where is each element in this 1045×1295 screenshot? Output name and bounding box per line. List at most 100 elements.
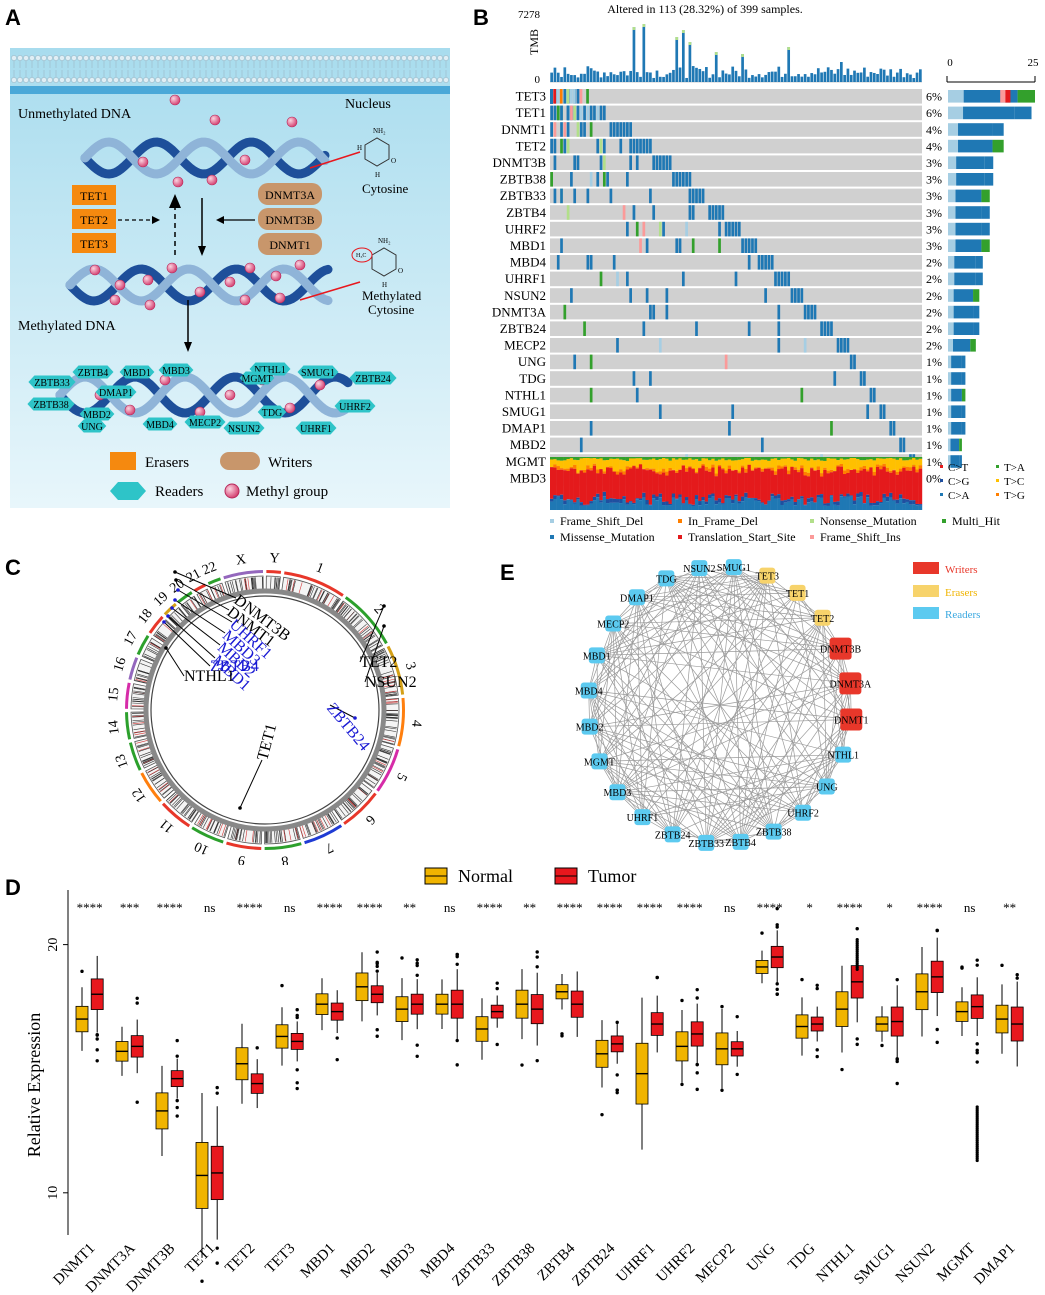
mutation-cell (774, 271, 777, 287)
snv-segment (885, 467, 890, 472)
membrane-lipid (281, 55, 287, 61)
snv-segment (833, 471, 837, 502)
snv-segment (731, 470, 735, 471)
snv-segment (615, 458, 620, 472)
snv-segment (701, 465, 705, 497)
snv-segment (889, 457, 893, 459)
y-tick-label: 10 (46, 1186, 61, 1200)
ideogram-band (385, 701, 398, 703)
significance-label: **** (677, 900, 703, 915)
snv-segment (681, 464, 686, 466)
snv-segment (582, 504, 587, 506)
reader-label: MECP2 (189, 418, 221, 429)
percent-label: 4% (926, 139, 942, 153)
snv-segment (681, 504, 686, 510)
tmb-bar (886, 75, 889, 82)
network-node (759, 567, 776, 584)
ideogram-band (327, 813, 335, 824)
snv-segment (813, 502, 817, 510)
snv-segment (813, 470, 817, 503)
ideogram-band (184, 603, 193, 614)
snv-segment (763, 457, 768, 460)
snv-segment (898, 494, 903, 499)
side-bar-segment (953, 289, 974, 302)
snv-segment (579, 505, 584, 510)
snv-segment (563, 460, 567, 469)
network-edge (665, 578, 741, 842)
ideogram-band (335, 601, 344, 613)
ideogram-band (381, 676, 394, 680)
gene-locus (353, 716, 357, 720)
box-series (75, 906, 1024, 1283)
snv-segment (879, 469, 883, 503)
reader-label: MBD4 (146, 420, 174, 431)
snv-segment (773, 457, 778, 459)
mutation-cell (685, 172, 688, 187)
snv-segment (556, 495, 561, 497)
ideogram-band (151, 772, 162, 780)
tmb-bar (902, 77, 906, 82)
snv-segment (829, 496, 834, 510)
membrane-lipid (23, 77, 29, 83)
ideogram-band (294, 827, 299, 839)
membrane-lipid (23, 55, 29, 61)
membrane-lipid (245, 77, 251, 83)
ideogram-band (273, 577, 276, 590)
snv-segment (704, 457, 709, 459)
snv-segment (862, 468, 867, 504)
snv-segment (767, 468, 771, 501)
snv-segment (550, 501, 554, 510)
membrane-lipid (71, 77, 77, 83)
snv-segment (704, 458, 709, 467)
tmb-bar (859, 72, 863, 82)
membrane-lipid (59, 55, 65, 61)
x-tick-label: DMAP1 (971, 1241, 1018, 1288)
snv-segment (816, 469, 821, 495)
snv-segment (760, 459, 765, 469)
mutation-cell (777, 271, 781, 287)
ideogram-band (349, 615, 359, 625)
tmb-bar (892, 76, 896, 82)
snv-segment (615, 471, 620, 475)
grid-row (550, 155, 922, 170)
network-edge (636, 592, 798, 598)
tmb-bar (909, 74, 912, 82)
tmb-bar-top (714, 52, 718, 55)
ideogram-band (235, 580, 239, 593)
snv-segment (678, 469, 682, 470)
tmb-bar (573, 75, 577, 82)
snv-segment (803, 475, 807, 505)
membrane-lipid (119, 55, 125, 61)
membrane-lipid (161, 77, 167, 83)
gene-link (171, 607, 221, 646)
mutation-cell (566, 122, 570, 137)
side-bar-segment (951, 355, 962, 369)
network-edge (740, 592, 798, 842)
ideogram-band (251, 577, 254, 590)
grid-row (550, 338, 922, 353)
ideogram-band (180, 803, 189, 814)
side-bar-segment (981, 206, 990, 219)
snv-segment (553, 495, 557, 499)
snv-segment (678, 494, 682, 498)
ideogram-band (135, 677, 148, 681)
snv-segment (619, 469, 623, 473)
reader-label: ZBTB33 (34, 378, 70, 389)
network-edge (617, 575, 768, 793)
mutation-cell (688, 205, 692, 220)
ideogram-band (234, 580, 239, 593)
snv-segment (694, 459, 699, 472)
ideogram-band (372, 765, 383, 772)
snv-segment (661, 458, 666, 469)
network-node (814, 609, 831, 626)
x-tick-label: MBD2 (338, 1241, 379, 1282)
reader-label: ZBTB4 (78, 368, 109, 379)
snv-segment (622, 499, 626, 510)
mutation-cell (649, 188, 652, 204)
mutation-cell (632, 138, 636, 154)
network-node (664, 826, 681, 843)
ideogram-band (347, 798, 357, 808)
ideogram-band (374, 759, 387, 766)
gene-label: ZBTB38 (500, 172, 546, 187)
mutation-cell (639, 238, 642, 253)
